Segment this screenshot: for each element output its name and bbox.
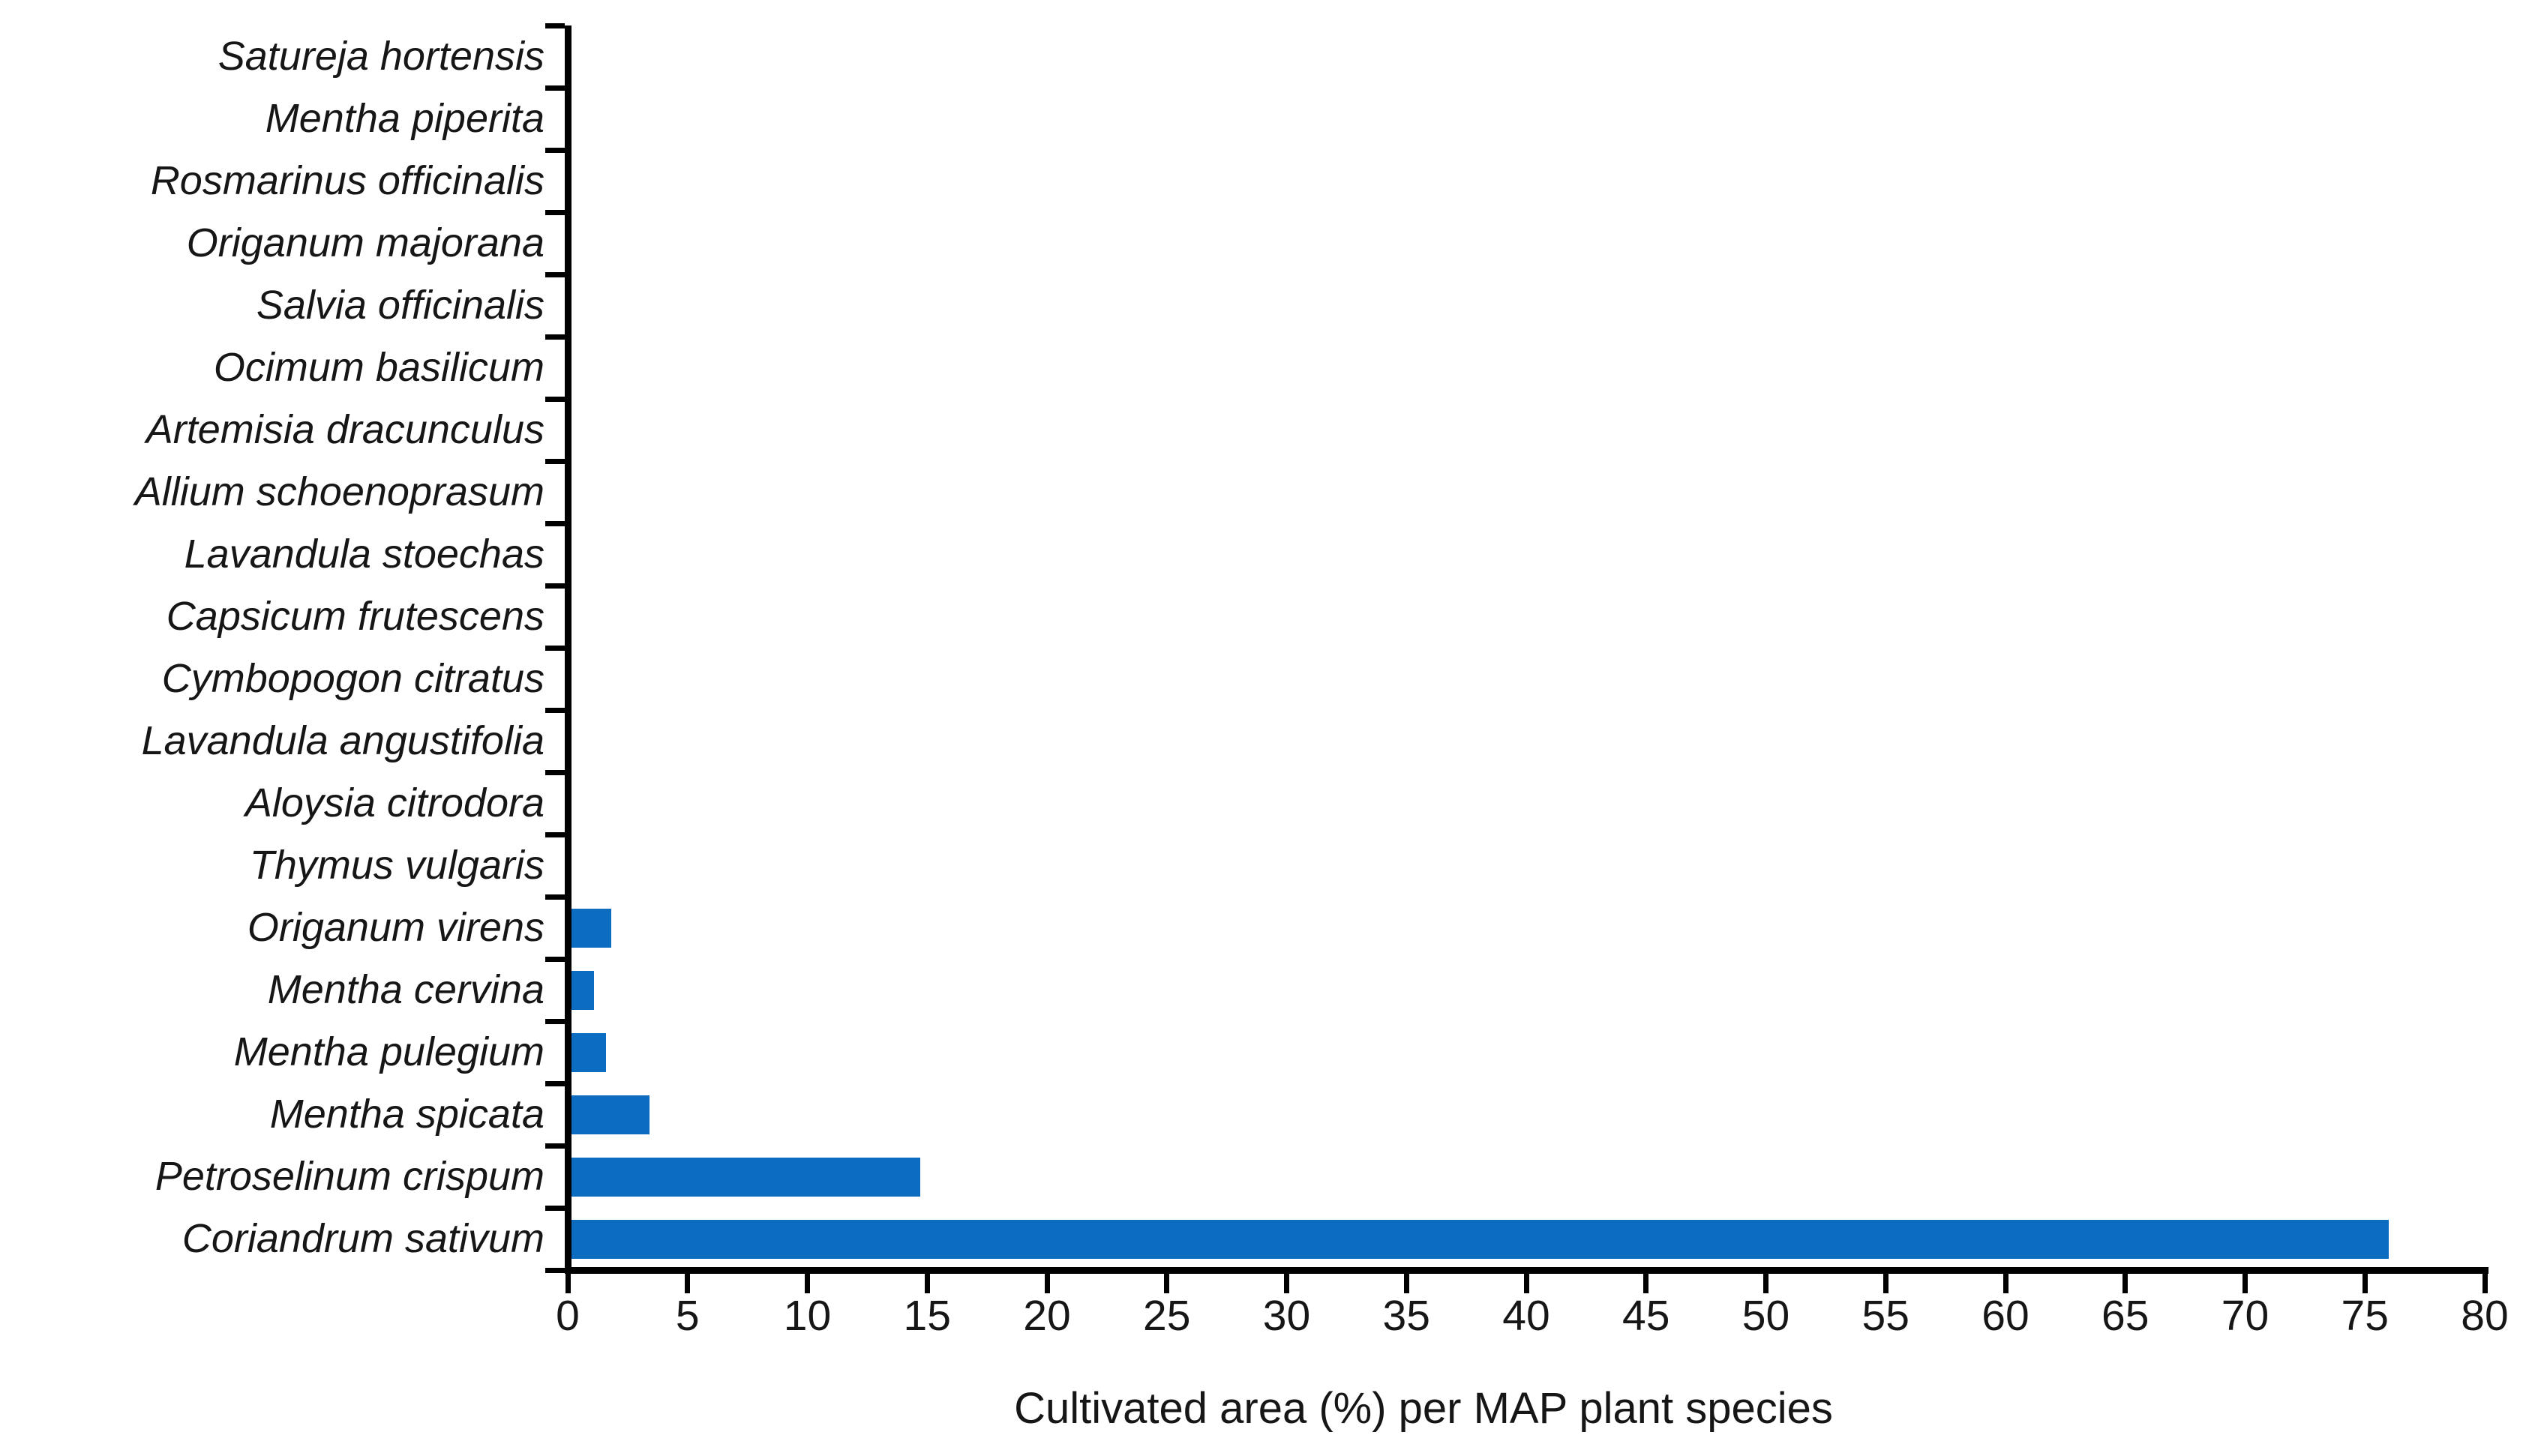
x-axis-tick — [1044, 1274, 1050, 1293]
category-label: Rosmarinus officinalis — [150, 158, 544, 203]
category-label: Ocimum basilicum — [213, 345, 544, 390]
y-axis-tick — [545, 769, 565, 775]
bar — [568, 908, 611, 948]
category-label: Aloysia citrodora — [244, 780, 544, 825]
x-axis-tick-label: 25 — [1143, 1292, 1191, 1340]
y-axis-tick — [545, 1080, 565, 1086]
y-axis-tick — [545, 956, 565, 962]
category-label: Coriandrum sativum — [182, 1216, 544, 1261]
y-axis-tick — [545, 1143, 565, 1149]
x-axis-tick — [1643, 1274, 1649, 1293]
x-axis-tick-label: 35 — [1382, 1292, 1430, 1340]
x-axis-tick — [1882, 1274, 1888, 1293]
x-axis-tick — [685, 1274, 691, 1293]
x-axis-tick-label: 40 — [1502, 1292, 1550, 1340]
y-axis-tick — [545, 22, 565, 28]
x-axis-tick — [805, 1274, 810, 1293]
x-axis-tick-label: 0 — [556, 1292, 580, 1340]
category-label: Petroselinum crispum — [154, 1154, 544, 1199]
y-axis-tick — [545, 1018, 565, 1024]
x-axis-tick-label: 70 — [2221, 1292, 2270, 1340]
x-axis-title: Cultivated area (%) per MAP plant specie… — [1014, 1384, 1833, 1433]
bar — [568, 1032, 607, 1072]
y-axis-tick — [545, 271, 565, 277]
x-axis-tick-label: 30 — [1262, 1292, 1311, 1340]
y-axis-tick — [545, 520, 565, 526]
x-axis-tick-label: 75 — [2341, 1292, 2389, 1340]
x-axis-tick — [2362, 1274, 2368, 1293]
y-axis-tick — [545, 209, 565, 215]
x-axis-tick-label: 20 — [1023, 1292, 1071, 1340]
bar — [568, 1095, 650, 1134]
x-axis-tick-label: 50 — [1742, 1292, 1790, 1340]
x-axis-tick-label: 55 — [1862, 1292, 1910, 1340]
x-axis-tick — [2002, 1274, 2008, 1293]
y-axis-line — [565, 25, 572, 1274]
y-axis-tick — [545, 1267, 565, 1273]
category-label: Lavandula stoechas — [184, 532, 544, 577]
y-axis-tick — [545, 458, 565, 464]
x-axis-tick — [1763, 1274, 1768, 1293]
x-axis-tick — [1164, 1274, 1170, 1293]
y-axis-tick — [545, 831, 565, 837]
x-axis-tick — [2482, 1274, 2488, 1293]
bar — [568, 1219, 2390, 1259]
x-axis-tick — [565, 1274, 571, 1293]
bar — [568, 970, 595, 1010]
y-axis-tick — [545, 1205, 565, 1211]
bar — [568, 1157, 920, 1197]
category-label: Origanum majorana — [186, 220, 544, 265]
category-label: Capsicum frutescens — [166, 594, 544, 639]
x-axis-tick-label: 15 — [903, 1292, 951, 1340]
category-label: Salvia officinalis — [256, 283, 544, 328]
x-axis-tick — [1523, 1274, 1529, 1293]
category-label: Cymbopogon citratus — [161, 656, 544, 701]
x-axis-tick-label: 45 — [1622, 1292, 1670, 1340]
y-axis-tick — [545, 894, 565, 900]
category-label: Origanum virens — [247, 905, 544, 950]
category-label: Mentha piperita — [265, 96, 544, 141]
x-axis-tick — [1284, 1274, 1289, 1293]
y-axis-tick — [545, 334, 565, 340]
y-axis-tick — [545, 396, 565, 402]
x-axis-tick — [924, 1274, 930, 1293]
category-label: Artemisia dracunculus — [146, 407, 544, 452]
category-label: Lavandula angustifolia — [141, 718, 544, 763]
y-axis-tick — [545, 583, 565, 589]
x-axis-tick-label: 60 — [1982, 1292, 2030, 1340]
x-axis-tick-label: 10 — [783, 1292, 832, 1340]
x-axis-tick — [2242, 1274, 2248, 1293]
x-axis-line — [565, 1267, 2488, 1274]
category-label: Thymus vulgaris — [249, 843, 544, 888]
category-label: Mentha spicata — [269, 1092, 544, 1137]
y-axis-tick — [545, 147, 565, 153]
y-axis-tick — [545, 85, 565, 91]
category-label: Mentha pulegium — [233, 1029, 544, 1074]
category-label: Allium schoenoprasum — [134, 469, 544, 514]
x-axis-tick-label: 65 — [2102, 1292, 2150, 1340]
y-axis-tick — [545, 707, 565, 713]
x-axis-tick-label: 80 — [2461, 1292, 2509, 1340]
category-label: Satureja hortensis — [218, 34, 544, 79]
x-axis-tick — [2122, 1274, 2128, 1293]
x-axis-tick — [1403, 1274, 1409, 1293]
category-label: Mentha cervina — [267, 967, 544, 1012]
x-axis-tick-label: 5 — [675, 1292, 700, 1340]
y-axis-tick — [545, 645, 565, 651]
